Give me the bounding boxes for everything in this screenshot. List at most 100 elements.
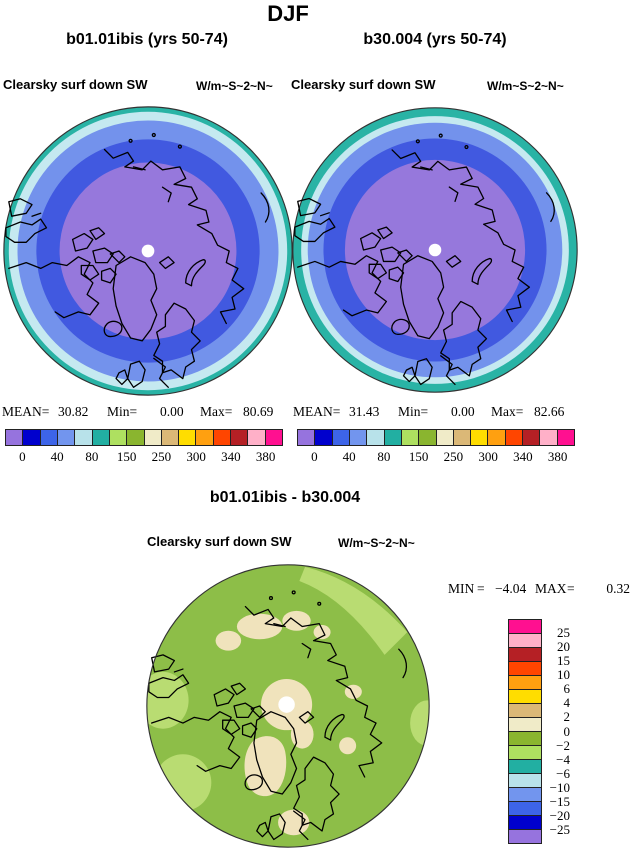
colorbar-segment xyxy=(39,430,57,445)
colorbar-segment xyxy=(509,647,541,661)
max-label: Max= xyxy=(491,404,524,419)
max-value: 80.69 xyxy=(243,404,274,419)
var-label-right: Clearsky surf down SW xyxy=(291,77,436,92)
colorbar-segment xyxy=(504,430,523,445)
colorbar-segment xyxy=(366,430,384,445)
colorbar-segment xyxy=(383,430,401,445)
colorbar-tick-label: −25 xyxy=(549,821,570,837)
colorbar-segment xyxy=(212,430,231,445)
colorbar-segment xyxy=(178,430,196,445)
colorbar-segment xyxy=(6,430,23,445)
colorbar-segment xyxy=(509,661,541,675)
colorbar-tick-label: 380 xyxy=(255,449,276,464)
colorbar-tick-label: 15 xyxy=(557,653,570,669)
polar-map-left xyxy=(3,106,293,396)
colorbar-tick-label: 80 xyxy=(85,449,99,464)
colorbar-segment xyxy=(522,430,540,445)
colorbar-segment xyxy=(470,430,488,445)
colorbar-segment xyxy=(126,430,144,445)
panel-title-right: b30.004 (yrs 50-74) xyxy=(363,31,507,48)
diff-colorbar-ticks: 25 20 15 10 6 4 2 0 −2 −4 −6 −10 −15 −20 −25 xyxy=(540,619,570,844)
colorbar-segment xyxy=(556,430,574,445)
colorbar-segment xyxy=(160,430,179,445)
colorbar-segment xyxy=(418,430,436,445)
colorbar-tick-label: −10 xyxy=(549,779,570,795)
min-label: MIN xyxy=(448,581,475,596)
colorbar-segment xyxy=(400,430,419,445)
colorbar-segment xyxy=(487,430,505,445)
mean-value: 30.82 xyxy=(58,404,89,419)
colorbar-tick-label: 300 xyxy=(186,449,206,464)
colorbar-segment xyxy=(509,745,541,759)
max-label: Max= xyxy=(200,404,233,419)
equals-sign: = xyxy=(567,581,575,596)
colorbar-tick-label: 150 xyxy=(116,449,137,464)
colorbar-tick-label: 6 xyxy=(563,681,571,697)
colorbar-left xyxy=(5,429,283,446)
colorbar-segment xyxy=(56,430,75,445)
max-label: MAX xyxy=(535,581,567,596)
mean-value: 31.43 xyxy=(349,404,380,419)
colorbar-tick-label: −6 xyxy=(556,765,570,781)
var-label-left: Clearsky surf down SW xyxy=(3,77,148,92)
pole-hole xyxy=(278,696,295,713)
diff-units-label: W/m~S~2~N~ xyxy=(338,536,415,550)
colorbar-tick-label: 4 xyxy=(563,695,571,711)
colorbar-tick-label: 340 xyxy=(221,449,241,464)
colorbar-segment xyxy=(435,430,453,445)
colorbar-tick-label: 250 xyxy=(443,449,464,464)
colorbar-segment xyxy=(195,430,213,445)
page-title: DJF xyxy=(267,1,309,26)
colorbar-tick-label: 0 xyxy=(19,449,26,464)
equals-sign: = xyxy=(477,581,485,596)
colorbar-segment xyxy=(143,430,161,445)
pole-hole xyxy=(428,243,442,257)
colorbar-tick-label: 80 xyxy=(377,449,391,464)
colorbar-right xyxy=(297,429,575,446)
colorbar-segment xyxy=(509,829,541,843)
colorbar-tick-label: 250 xyxy=(151,449,172,464)
colorbar-segment xyxy=(509,703,541,717)
colorbar-segment xyxy=(509,675,541,689)
colorbar-ticks-right: 0 40 80 150 250 300 340 380 xyxy=(297,449,575,464)
colorbar-tick-label: 380 xyxy=(547,449,568,464)
colorbar-segment xyxy=(452,430,471,445)
colorbar-tick-label: −4 xyxy=(556,751,570,767)
colorbar-tick-label: 2 xyxy=(563,709,571,725)
colorbar-tick-label: −15 xyxy=(549,793,570,809)
pole-hole xyxy=(141,244,155,258)
colorbar-segment xyxy=(91,430,109,445)
mean-label: MEAN= xyxy=(2,404,50,419)
max-value: 82.66 xyxy=(534,404,565,419)
min-value: −4.04 xyxy=(495,581,527,596)
diff-stats-row: MIN = −4.04 MAX = 0.32 xyxy=(448,581,630,596)
colorbar-segment xyxy=(509,731,541,745)
map-outline xyxy=(146,564,430,848)
colorbar-segment xyxy=(509,787,541,801)
colorbar-segment xyxy=(22,430,40,445)
stats-row-right: MEAN= 31.43 Min= 0.00 Max= 82.66 xyxy=(293,404,575,419)
colorbar-segment xyxy=(509,717,541,731)
polar-map-diff xyxy=(146,564,430,848)
units-label-right: W/m~S~2~N~ xyxy=(487,79,564,93)
mean-label: MEAN= xyxy=(293,404,341,419)
colorbar-tick-label: 40 xyxy=(342,449,356,464)
panel-title-left: b01.01ibis (yrs 50-74) xyxy=(66,31,228,48)
polar-map-right xyxy=(292,107,578,393)
units-label-left: W/m~S~2~N~ xyxy=(196,79,273,93)
diff-var-label: Clearsky surf down SW xyxy=(147,534,292,549)
colorbar-tick-label: −20 xyxy=(549,807,570,823)
stats-row-left: MEAN= 30.82 Min= 0.00 Max= 80.69 xyxy=(2,404,284,419)
colorbar-tick-label: 150 xyxy=(408,449,429,464)
colorbar-segment xyxy=(509,815,541,829)
colorbar-segment xyxy=(348,430,367,445)
colorbar-tick-label: 340 xyxy=(513,449,533,464)
colorbar-segment xyxy=(509,801,541,815)
colorbar-segment xyxy=(509,773,541,787)
colorbar-segment xyxy=(230,430,248,445)
colorbar-tick-label: 40 xyxy=(50,449,64,464)
min-value: 0.00 xyxy=(451,404,475,419)
colorbar-segment xyxy=(509,759,541,773)
colorbar-tick-label: 25 xyxy=(557,625,570,641)
